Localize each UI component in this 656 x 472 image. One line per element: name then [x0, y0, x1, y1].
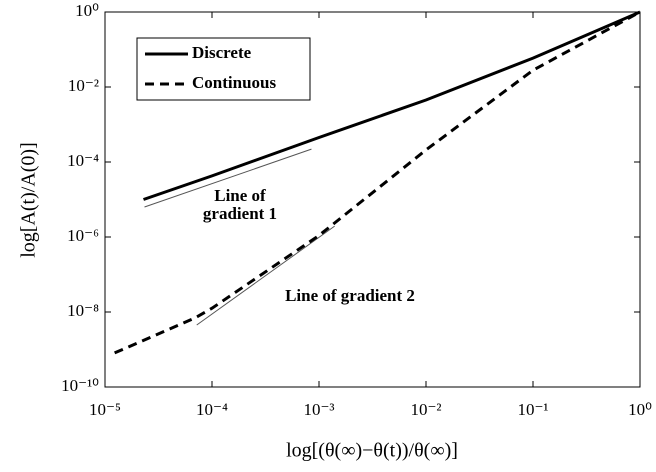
x-tick-label: 10⁻¹	[517, 400, 548, 419]
legend-label: Continuous	[192, 73, 276, 92]
y-tick-label: 10⁻⁴	[67, 151, 99, 170]
annotation: gradient 1	[203, 204, 277, 223]
x-tick-label: 10⁻⁴	[196, 400, 228, 419]
series-line	[143, 10, 641, 201]
legend-box	[136, 37, 311, 101]
y-tick-label: 10⁻⁸	[67, 301, 99, 320]
legend-label: Discrete	[192, 43, 252, 62]
y-tick-label: 10⁰	[75, 1, 99, 20]
x-tick-label: 10⁻⁵	[89, 400, 121, 419]
plot-frame	[104, 11, 641, 388]
reference-line	[144, 148, 312, 208]
y-tick-label: 10⁻²	[68, 76, 99, 95]
x-axis-label: log[(θ(∞)−θ(t))/θ(∞)]	[286, 440, 458, 462]
x-tick-label: 10⁰	[628, 400, 652, 419]
x-tick-label: 10⁻²	[410, 400, 441, 419]
y-tick-label: 10⁻¹⁰	[61, 376, 99, 395]
reference-line	[196, 225, 335, 326]
annotation: Line of gradient 2	[285, 286, 415, 305]
x-tick-label: 10⁻³	[303, 400, 334, 419]
y-tick-label: 10⁻⁶	[67, 226, 99, 245]
y-axis-label: log[A(t)/A(0)]	[18, 142, 40, 258]
annotation: Line of	[214, 186, 266, 205]
